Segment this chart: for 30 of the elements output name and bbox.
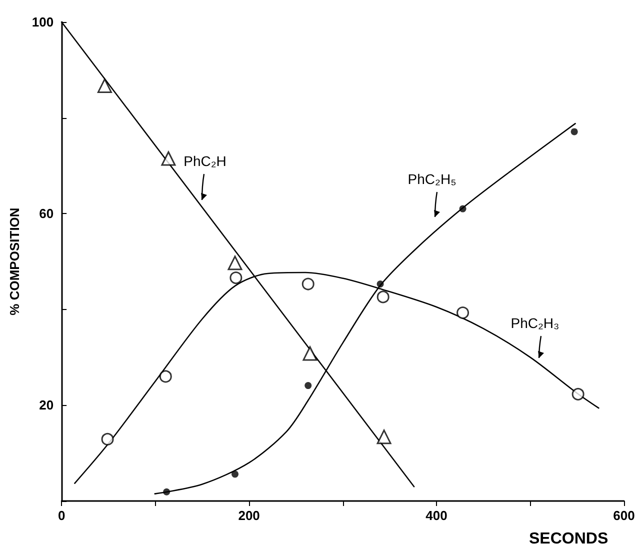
point: [302, 346, 318, 361]
point: [159, 370, 172, 383]
x-tick-label: 400: [426, 508, 448, 523]
y-tick-label: 20: [39, 398, 54, 413]
point: [376, 280, 384, 288]
x-tick-label: 200: [238, 508, 260, 523]
point: [456, 306, 470, 319]
point: [459, 205, 466, 212]
series-label: PhC₂H₃: [510, 315, 560, 331]
point: [304, 382, 312, 390]
point: [302, 278, 314, 290]
series-label: PhC₂H₅: [408, 171, 456, 187]
point: [230, 272, 242, 284]
point: [376, 430, 392, 444]
x-axis-title: SECONDS: [529, 530, 608, 548]
x-tick-label: 600: [613, 508, 635, 523]
point: [101, 432, 114, 446]
point: [232, 470, 238, 478]
y-axis-title: % COMPOSITION: [7, 208, 22, 316]
x-tick-label: 0: [58, 508, 66, 523]
point: [163, 488, 170, 496]
series-label: PhC₂H: [184, 153, 226, 169]
point: [376, 290, 390, 304]
y-tick-label: 100: [32, 14, 54, 30]
y-tick-label: 60: [39, 206, 54, 222]
point: [572, 388, 584, 400]
point: [97, 78, 112, 93]
point: [570, 128, 578, 136]
point: [228, 256, 242, 270]
point: [161, 151, 176, 166]
